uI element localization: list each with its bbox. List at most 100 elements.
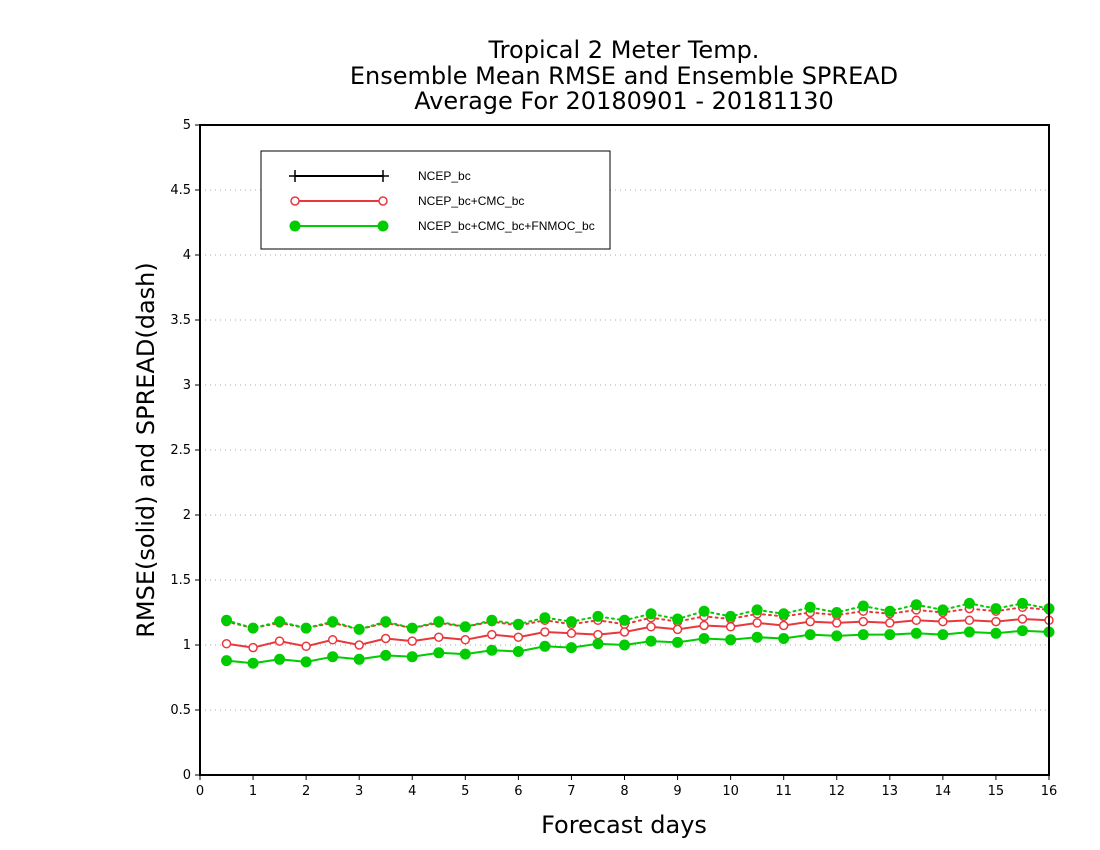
y-tick-label: 3	[183, 378, 191, 393]
legend-marker	[289, 220, 301, 232]
rmse-point	[751, 631, 763, 643]
legend-item: NCEP_bc+CMC_bc	[290, 194, 524, 208]
rmse-point	[725, 634, 737, 646]
rmse-point	[1017, 614, 1028, 624]
x-tick-label: 6	[514, 784, 522, 799]
rmse-point	[990, 627, 1002, 639]
series-group	[221, 597, 1055, 669]
rmse-point	[778, 633, 790, 644]
spread-point	[300, 622, 312, 634]
y-tick-label: 5	[183, 118, 191, 133]
y-tick-label: 0	[183, 768, 191, 783]
rmse-point	[327, 651, 339, 663]
y-tick-label: 3.5	[170, 313, 191, 328]
rmse-point	[699, 620, 709, 631]
series-NCEP_bc+CMC_bc+FNMOC_bc	[221, 597, 1055, 669]
rmse-point	[593, 629, 603, 640]
spread-point	[512, 618, 524, 630]
rmse-point	[857, 629, 869, 641]
rmse-point	[248, 642, 258, 653]
rmse-line	[226, 629, 1050, 665]
rmse-point	[964, 615, 975, 626]
spread-point	[937, 604, 949, 616]
rmse-point	[963, 626, 975, 638]
rmse-point	[592, 638, 604, 650]
spread-point	[433, 616, 445, 628]
rmse-point	[910, 627, 922, 639]
rmse-point	[540, 627, 550, 637]
spread-point	[247, 622, 259, 634]
rmse-point	[1016, 625, 1028, 637]
x-tick-label: 0	[196, 784, 204, 799]
spread-point	[1016, 597, 1028, 609]
x-tick-label: 3	[355, 784, 363, 799]
rmse-point	[778, 620, 789, 631]
spread-point	[963, 597, 975, 609]
x-tick-label: 13	[882, 784, 899, 799]
rmse-point	[406, 651, 418, 663]
legend-label: NCEP_bc+CMC_bc+FNMOC_bc	[418, 219, 595, 233]
rmse-point	[937, 629, 949, 641]
rmse-point	[221, 655, 233, 667]
rmse-point	[380, 649, 392, 661]
spread-point	[910, 599, 922, 611]
rmse-point	[645, 635, 657, 647]
rmse-point	[434, 632, 444, 642]
x-tick-label: 15	[988, 784, 1005, 799]
series-NCEP_bc+CMC_bc	[221, 602, 1054, 653]
rmse-point	[380, 633, 391, 644]
rmse-point	[539, 640, 551, 652]
rmse-point	[832, 618, 842, 628]
rmse-point	[274, 636, 285, 646]
plot-frame	[199, 124, 1050, 776]
rmse-point	[884, 629, 896, 641]
y-tick-label: 2	[183, 508, 191, 523]
spread-point	[804, 601, 816, 613]
spread-point	[751, 604, 763, 616]
rmse-point	[301, 641, 311, 652]
rmse-point	[672, 636, 684, 648]
x-tick-label: 8	[620, 784, 628, 799]
spread-point	[990, 603, 1002, 615]
x-tick-label: 14	[935, 784, 952, 799]
rmse-point	[725, 622, 736, 632]
legend: NCEP_bc NCEP_bc+CMC_bc NCEP_bc+CMC_bc+FNMO…	[260, 150, 611, 250]
legend-label: NCEP_bc	[418, 169, 471, 183]
spread-point	[592, 610, 604, 622]
rmse-point	[698, 633, 710, 644]
x-axis-label: Forecast days	[541, 811, 707, 839]
x-tick-label: 2	[302, 784, 310, 799]
spread-point	[698, 605, 710, 617]
x-tick-label: 10	[722, 784, 739, 799]
spread-point	[327, 616, 339, 628]
legend-marker	[377, 220, 389, 232]
rmse-point	[804, 629, 816, 641]
spread-point	[565, 616, 577, 628]
spread-point	[645, 608, 657, 620]
rmse-point	[911, 615, 922, 626]
rmse-point	[831, 630, 843, 642]
spread-point	[539, 612, 551, 624]
rmse-point	[885, 618, 895, 628]
rmse-point	[619, 627, 630, 637]
rmse-point	[407, 636, 417, 646]
spread-point	[406, 622, 418, 634]
x-tick-label: 12	[828, 784, 845, 799]
rmse-point	[327, 635, 338, 645]
y-tick-label: 1	[183, 638, 191, 653]
y-tick-label: 4.5	[170, 183, 191, 198]
rmse-point	[486, 644, 498, 656]
y-axis-label: RMSE(solid) and SPREAD(dash)	[132, 262, 160, 638]
legend-label: NCEP_bc+CMC_bc	[418, 194, 524, 208]
rmse-point	[991, 616, 1001, 627]
legend-item: NCEP_bc+CMC_bc+FNMOC_bc	[289, 219, 595, 233]
rmse-point	[752, 618, 762, 628]
x-tick-label: 9	[673, 784, 681, 799]
spread-point	[884, 605, 896, 617]
rmse-point	[247, 657, 259, 669]
spread-point	[619, 614, 630, 626]
rmse-point	[565, 642, 577, 654]
spread-point	[221, 614, 233, 626]
x-tick-label: 1	[249, 784, 257, 799]
x-tick-label: 16	[1041, 784, 1058, 799]
